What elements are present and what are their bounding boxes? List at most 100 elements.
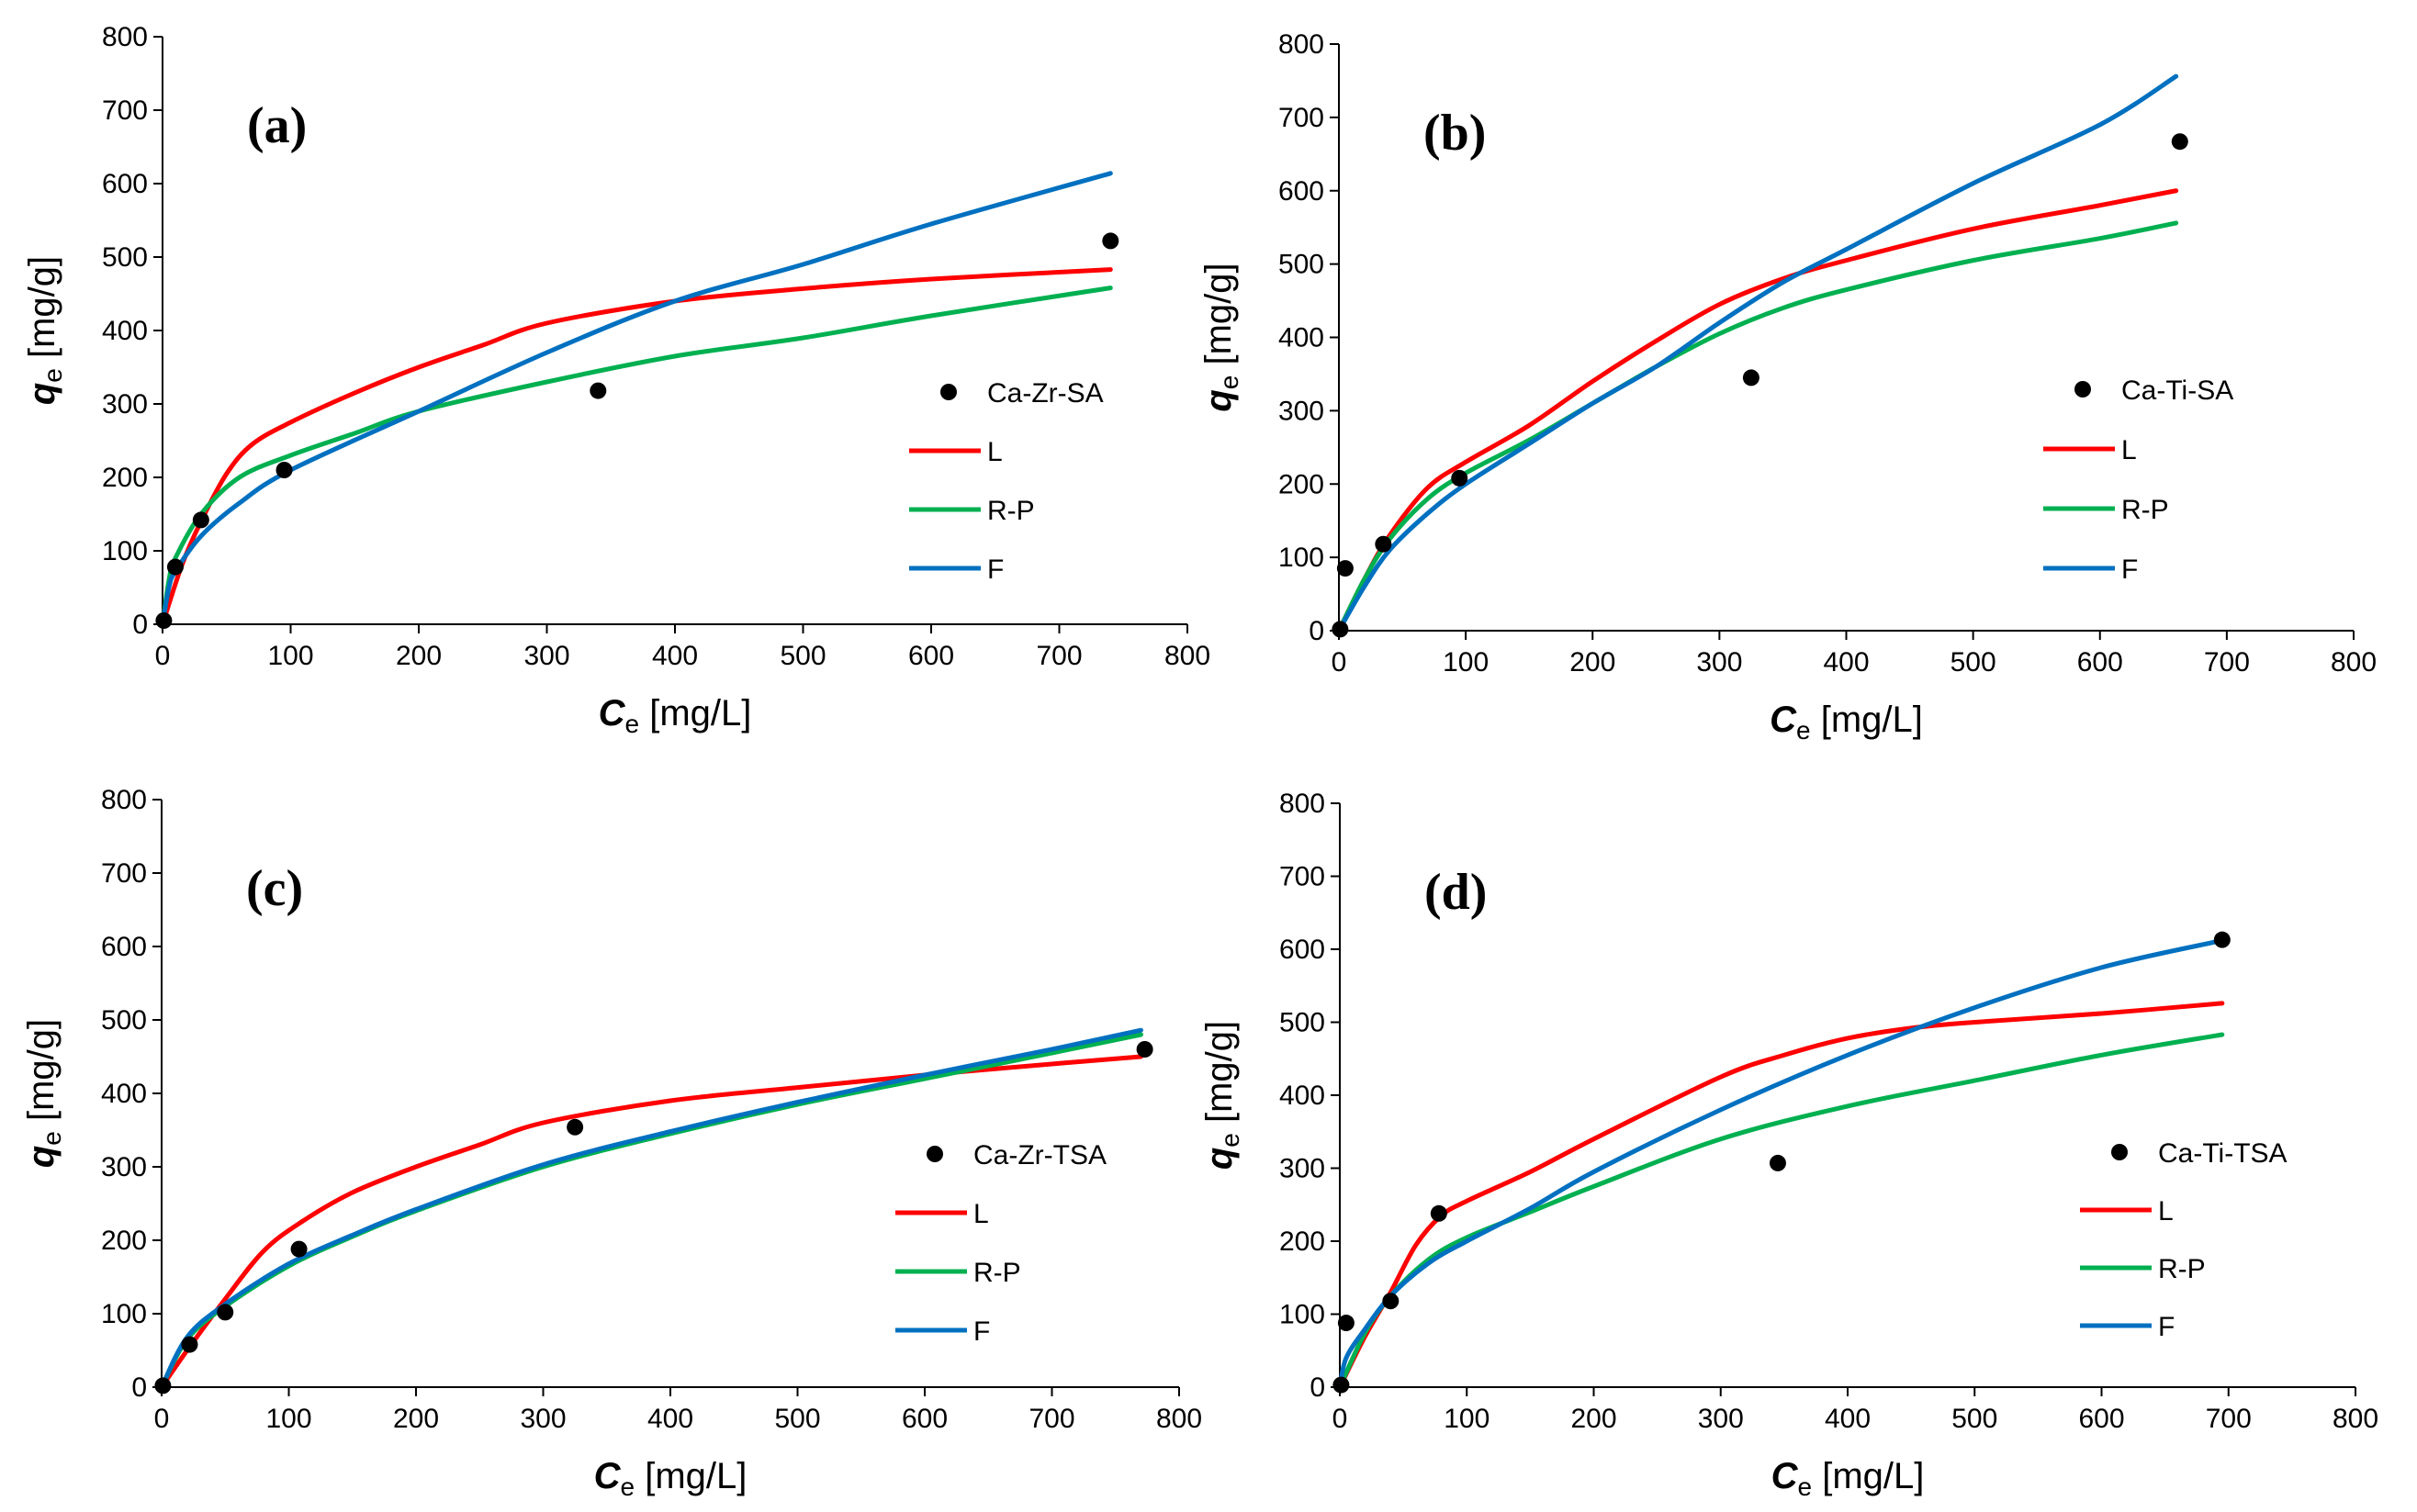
data-point: [275, 462, 293, 478]
data-point: [1102, 232, 1119, 250]
y-tick-label: 300: [1278, 396, 1324, 426]
x-tick-label: 300: [1698, 1404, 1744, 1434]
y-tick-label: 800: [102, 22, 148, 52]
series-line-l: [159, 1054, 1143, 1390]
panel-label: (d): [1424, 864, 1487, 921]
y-tick-label: 100: [101, 1299, 147, 1329]
data-point: [192, 511, 209, 529]
data-point: [1451, 469, 1468, 487]
y-axis-title: qe [mg/g]: [21, 1019, 66, 1168]
legend-label-r-p: R-P: [2158, 1254, 2206, 1284]
legend-label-points: Ca-Zr-TSA: [973, 1140, 1107, 1170]
x-tick-label: 200: [393, 1404, 439, 1434]
chart-panel-c: 0 100 200 300 400 500 600 700 800 0 100 200 300 400 50…: [21, 785, 1202, 1501]
x-tick-label: 500: [1951, 1404, 1997, 1434]
legend-label-points: Ca-Zr-SA: [987, 378, 1104, 409]
y-tick-label: 500: [101, 1005, 147, 1036]
x-tick-label: 600: [2078, 1404, 2124, 1434]
y-tick-label: 600: [1279, 935, 1325, 965]
y-axis-title: qe [mg/g]: [1198, 263, 1243, 411]
y-tick-label: 200: [101, 1226, 147, 1256]
y-tick-label: 700: [101, 858, 147, 889]
y-tick-label: 600: [101, 932, 147, 962]
x-tick-label: 0: [1332, 1404, 1348, 1434]
x-axis-title: Ce [mg/L]: [599, 693, 752, 738]
x-tick-label: 100: [1443, 647, 1489, 678]
data-point: [166, 558, 184, 576]
y-tick-label: 0: [1309, 616, 1324, 646]
legend-label-f: F: [973, 1316, 990, 1347]
data-point: [1332, 1376, 1350, 1394]
legend-marker-points: [2074, 381, 2091, 398]
x-axis-title: Ce [mg/L]: [1770, 700, 1923, 745]
legend-marker-points: [927, 1146, 943, 1162]
x-tick-label: 400: [1825, 1404, 1871, 1434]
x-tick-label: 600: [2077, 647, 2123, 678]
y-tick-label: 400: [102, 316, 148, 346]
y-tick-label: 800: [1279, 789, 1325, 819]
x-tick-label: 700: [2206, 1404, 2252, 1434]
y-tick-label: 300: [102, 389, 148, 420]
legend-label-r-p: R-P: [973, 1258, 1021, 1288]
x-tick-label: 600: [908, 641, 954, 671]
data-point: [1382, 1293, 1400, 1310]
x-tick-label: 0: [154, 1404, 170, 1434]
x-tick-label: 700: [1029, 1404, 1074, 1434]
legend-label-l: L: [2121, 435, 2137, 465]
legend-label-f: F: [2158, 1312, 2175, 1342]
y-tick-label: 600: [1278, 176, 1324, 207]
x-tick-label: 800: [2333, 1404, 2378, 1434]
data-point: [1332, 621, 1349, 638]
panel-label: (c): [246, 860, 303, 917]
x-tick-label: 0: [155, 641, 171, 671]
x-tick-label: 200: [1570, 1404, 1616, 1434]
series-line-r-p: [159, 1032, 1143, 1390]
y-tick-label: 400: [101, 1079, 147, 1109]
y-tick-label: 100: [102, 536, 148, 566]
series-line-f: [1337, 937, 2225, 1390]
data-point: [1375, 535, 1392, 553]
x-tick-label: 800: [1164, 641, 1210, 671]
legend: Ca-Ti-SA L R-P F: [2043, 375, 2233, 585]
panel-label: (a): [247, 97, 307, 154]
y-tick-label: 0: [132, 610, 148, 640]
data-point: [1136, 1041, 1153, 1058]
x-axis-title: Ce [mg/L]: [1771, 1456, 1925, 1501]
y-tick-label: 200: [1279, 1226, 1325, 1257]
legend-label-points: Ca-Ti-TSA: [2158, 1138, 2288, 1169]
x-tick-label: 500: [774, 1404, 820, 1434]
y-tick-label: 800: [1278, 29, 1324, 60]
legend-label-l: L: [2158, 1196, 2174, 1226]
x-tick-label: 100: [1444, 1404, 1490, 1434]
data-point: [181, 1336, 198, 1353]
y-tick-label: 100: [1278, 543, 1324, 573]
series-line-f: [1336, 73, 2179, 633]
x-tick-label: 100: [265, 1404, 311, 1434]
legend: Ca-Ti-TSA L R-P F: [2080, 1138, 2288, 1342]
chart-panel-a: 0 100 200 300 400 500 600 700 800 0 100 200 300 400 50…: [22, 22, 1210, 738]
data-point: [567, 1118, 584, 1136]
legend-label-l: L: [987, 437, 1003, 467]
y-tick-label: 200: [102, 463, 148, 493]
x-tick-label: 800: [2331, 647, 2377, 678]
legend-label-f: F: [987, 554, 1004, 585]
y-tick-label: 0: [131, 1372, 147, 1403]
y-tick-label: 700: [102, 95, 148, 126]
chart-panel-d: 0 100 200 300 400 500 600 700 800 0 100 200 300 400 50…: [1199, 789, 2378, 1501]
y-tick-label: 0: [1310, 1372, 1325, 1403]
data-point: [1337, 1315, 1355, 1332]
series-line-l: [1337, 1001, 2225, 1390]
x-tick-label: 800: [1156, 1404, 1202, 1434]
x-tick-label: 300: [1696, 647, 1742, 678]
x-tick-label: 200: [396, 641, 442, 671]
x-tick-label: 400: [652, 641, 698, 671]
series-line-l: [1336, 188, 2179, 633]
x-tick-label: 300: [520, 1404, 566, 1434]
legend: Ca-Zr-TSA L R-P F: [895, 1140, 1107, 1347]
series-line-l: [160, 267, 1113, 627]
data-point: [1336, 560, 1354, 577]
data-point: [155, 612, 173, 629]
panel-label: (b): [1423, 105, 1486, 162]
data-point: [154, 1377, 172, 1394]
